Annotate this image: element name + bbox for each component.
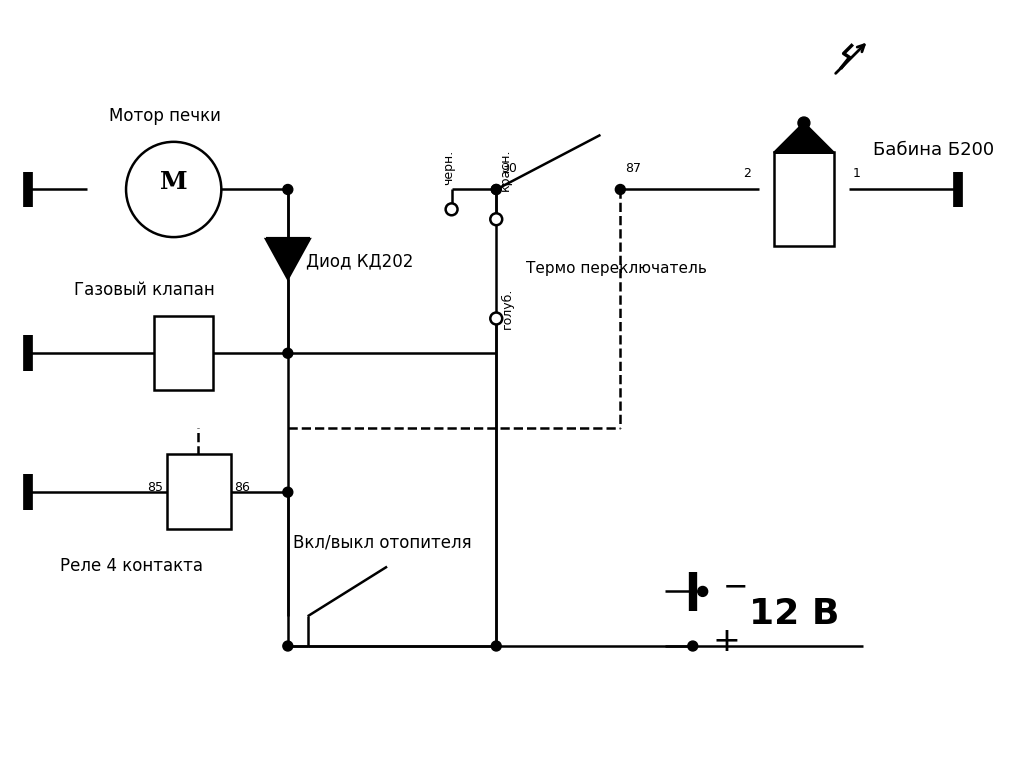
- Text: голуб.: голуб.: [501, 288, 514, 329]
- Circle shape: [492, 641, 501, 651]
- Text: −: −: [723, 572, 749, 601]
- Text: красн.: красн.: [500, 149, 512, 191]
- Bar: [154, 316, 213, 390]
- Text: 1: 1: [853, 167, 860, 180]
- Text: 86: 86: [234, 481, 250, 494]
- Polygon shape: [266, 239, 309, 279]
- Circle shape: [445, 204, 458, 215]
- Text: 2: 2: [743, 167, 752, 180]
- Circle shape: [492, 184, 501, 194]
- Text: Газовый клапан: Газовый клапан: [75, 280, 215, 299]
- Text: M: M: [160, 170, 187, 194]
- Text: Диод КД202: Диод КД202: [306, 252, 413, 270]
- Text: 12 В: 12 В: [750, 598, 840, 631]
- Text: 85: 85: [146, 481, 163, 494]
- Circle shape: [688, 641, 697, 651]
- Circle shape: [283, 487, 293, 497]
- Circle shape: [283, 641, 293, 651]
- Bar: [774, 152, 834, 246]
- Text: Мотор печки: Мотор печки: [110, 107, 221, 125]
- Text: Бабина Б200: Бабина Б200: [873, 141, 994, 159]
- Circle shape: [283, 348, 293, 358]
- Text: Термо переключатель: Термо переключатель: [526, 261, 707, 276]
- Circle shape: [492, 184, 501, 194]
- Bar: [167, 455, 231, 529]
- Text: черн.: черн.: [442, 149, 455, 184]
- Circle shape: [615, 184, 626, 194]
- Polygon shape: [774, 123, 834, 153]
- Circle shape: [697, 587, 708, 597]
- Circle shape: [126, 142, 221, 237]
- Text: 30: 30: [501, 161, 517, 174]
- Text: Реле 4 контакта: Реле 4 контакта: [59, 557, 203, 574]
- Circle shape: [283, 184, 293, 194]
- Text: Вкл/выкл отопителя: Вкл/выкл отопителя: [293, 534, 471, 551]
- Circle shape: [798, 117, 810, 129]
- Text: +: +: [713, 624, 740, 657]
- Circle shape: [490, 214, 502, 225]
- Circle shape: [490, 313, 502, 324]
- Text: 87: 87: [626, 161, 641, 174]
